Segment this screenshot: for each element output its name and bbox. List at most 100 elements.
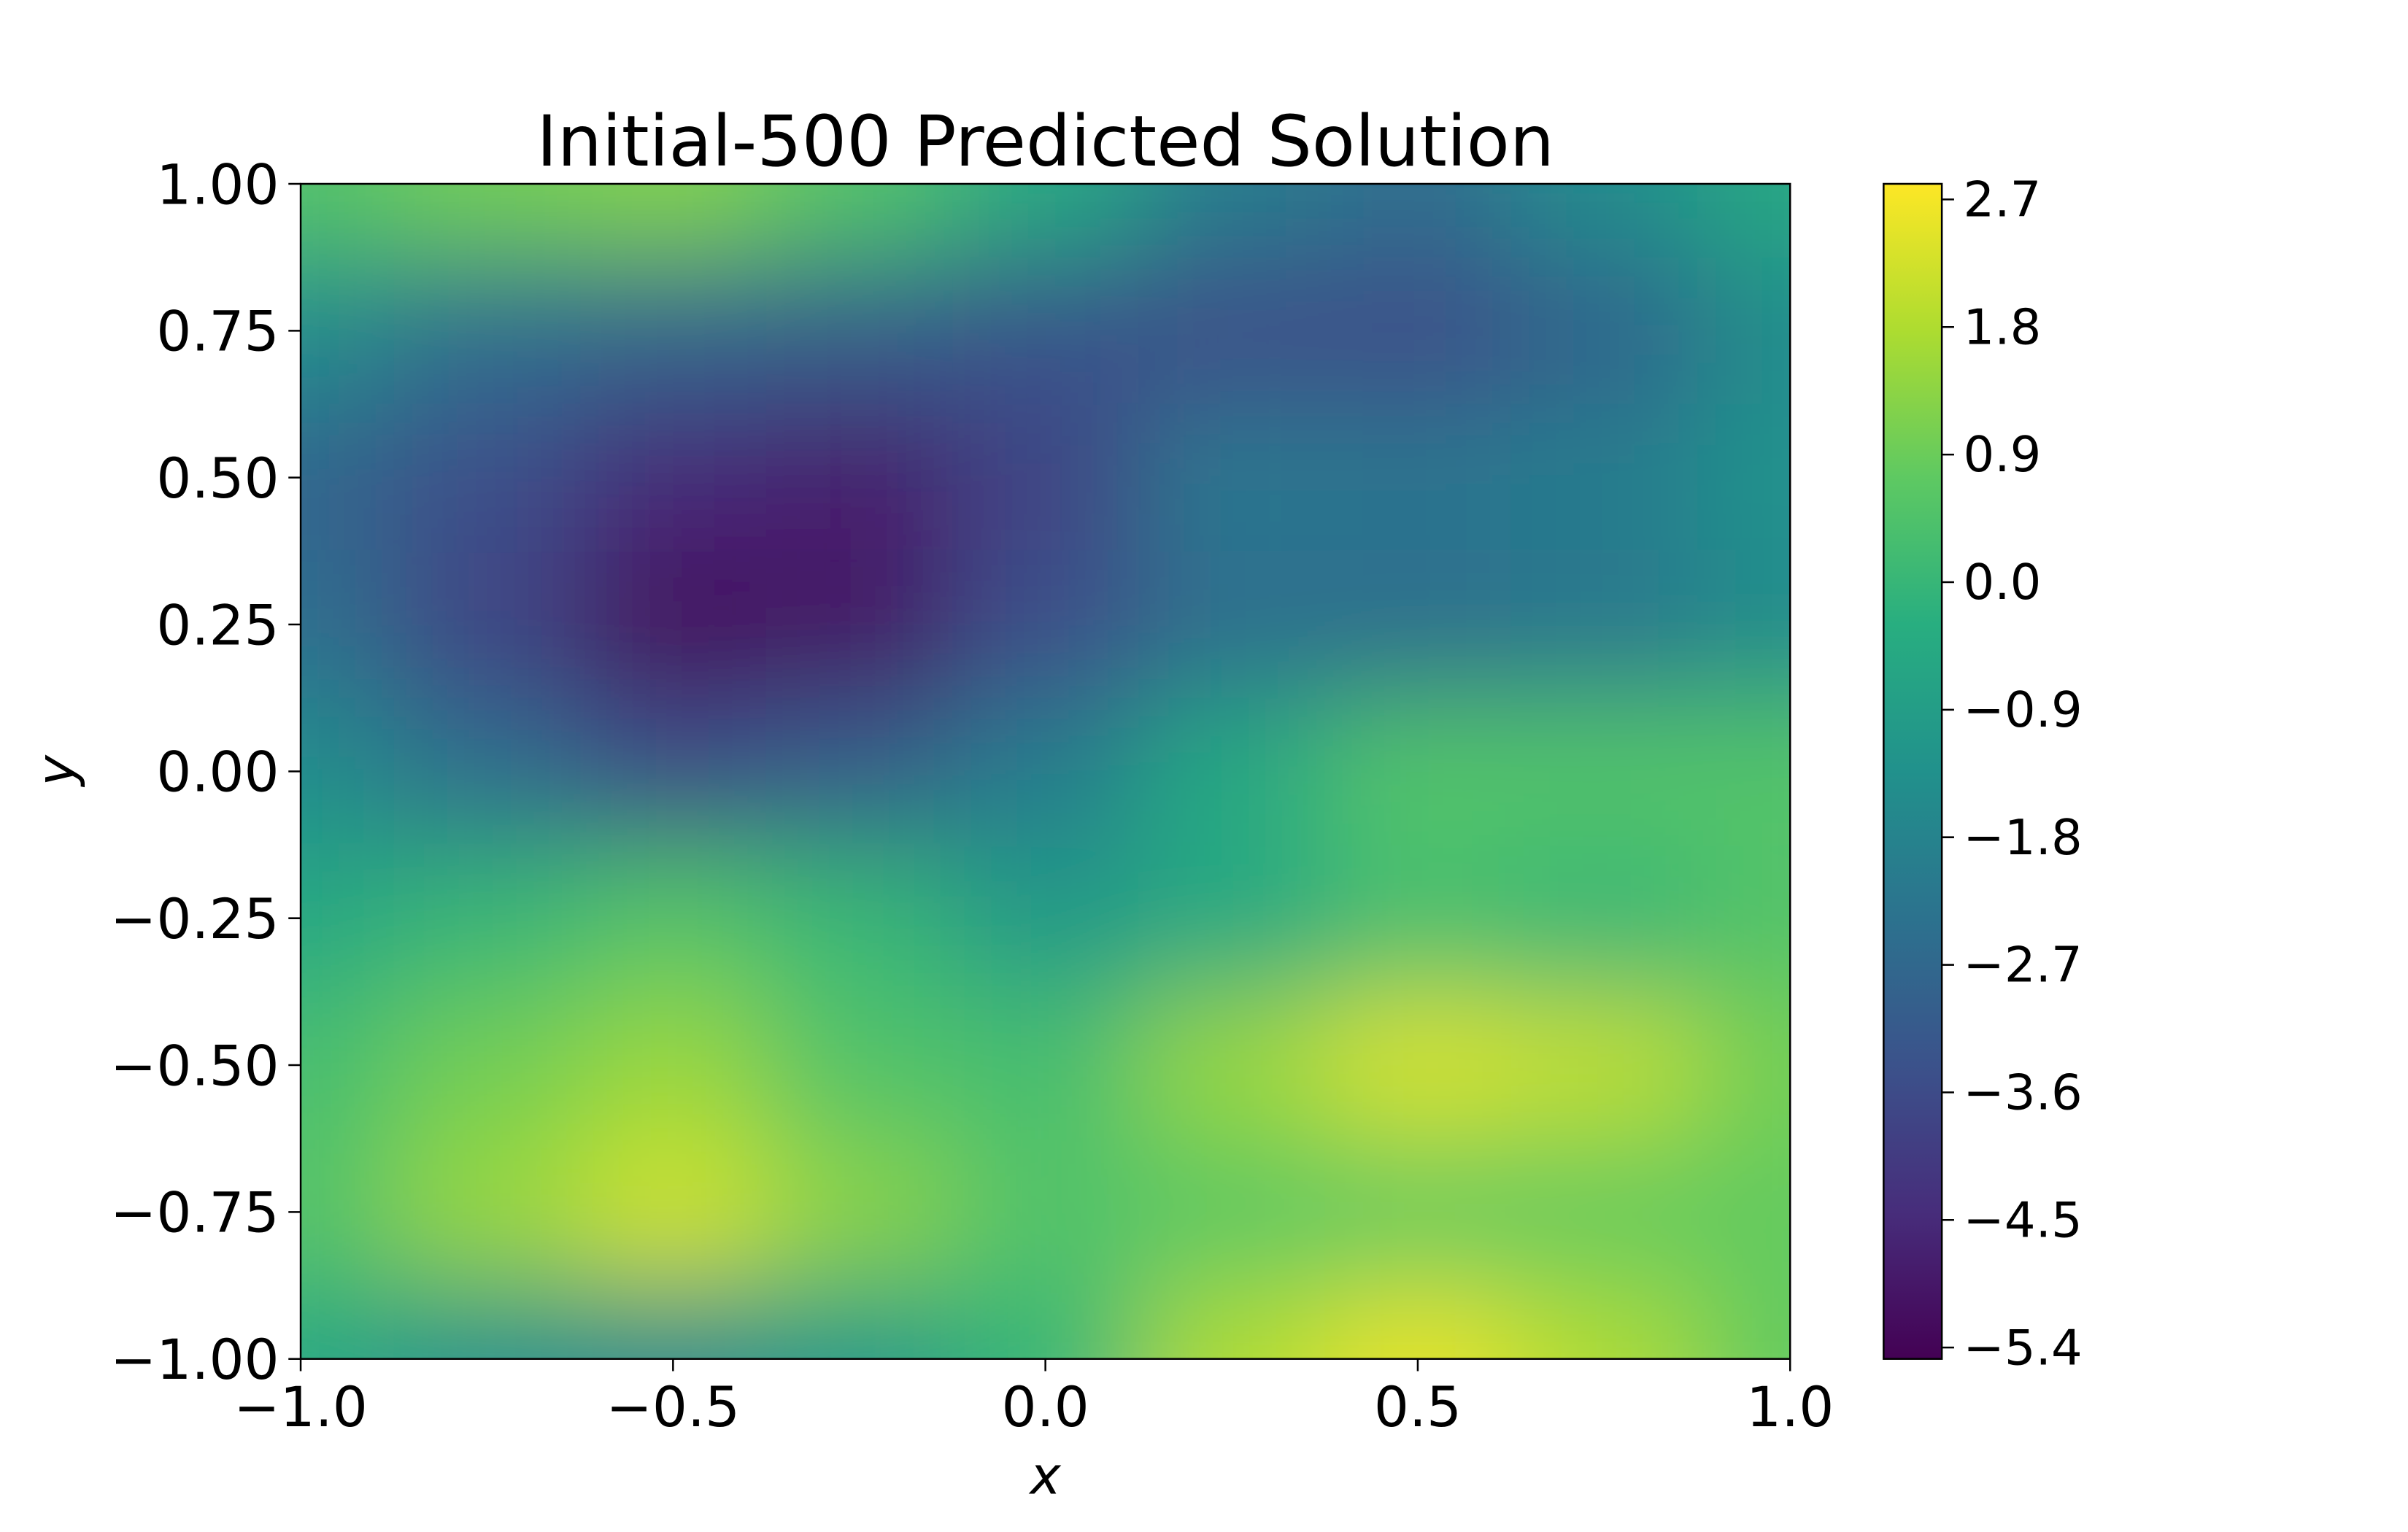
heat-cell	[1324, 697, 1512, 846]
heat-cell	[765, 991, 954, 1140]
y-axis-label: y	[26, 754, 86, 787]
heat-cell	[301, 551, 395, 699]
heat-cell	[1138, 845, 1326, 993]
heat-cell	[1324, 1138, 1512, 1287]
y-tick-label: 0.25	[156, 593, 279, 657]
heat-cell	[301, 257, 395, 406]
heat-cell	[1697, 991, 1791, 1140]
heat-cell	[952, 845, 1140, 993]
colorbar-tick-label: 0.0	[1964, 554, 2042, 611]
heat-cell	[579, 551, 767, 699]
heat-cell	[393, 551, 581, 699]
heat-cell	[301, 697, 395, 846]
heat-cell	[765, 1285, 954, 1359]
heat-cell	[1138, 697, 1326, 846]
heat-cell	[1697, 184, 1791, 258]
heat-cell	[952, 1285, 1140, 1359]
heat-cell	[1138, 991, 1326, 1140]
x-axis-label: x	[1029, 1446, 1062, 1506]
y-tick-label: 0.00	[156, 740, 279, 805]
heat-cell	[579, 257, 767, 406]
heat-cell	[765, 845, 954, 993]
colorbar-tick-label: 1.8	[1964, 298, 2042, 355]
heat-cell	[393, 257, 581, 406]
colorbar-tick-label: −0.9	[1964, 681, 2083, 738]
heat-cell	[1510, 257, 1698, 406]
heat-cell	[393, 1285, 581, 1359]
heat-cell	[765, 404, 954, 552]
y-tick-label: −0.75	[110, 1181, 279, 1245]
heat-cell	[393, 697, 581, 846]
heat-cell	[1324, 404, 1512, 552]
heat-cell	[765, 697, 954, 846]
heat-cell	[952, 184, 1140, 258]
heat-cell	[301, 845, 395, 993]
heat-cell	[393, 1138, 581, 1287]
y-tick-label: 0.50	[156, 446, 279, 511]
heat-cell	[1510, 551, 1698, 699]
y-tick-label: 1.00	[156, 152, 279, 217]
heat-cell	[1697, 1138, 1791, 1287]
heat-cell	[1510, 404, 1698, 552]
heat-cell	[301, 991, 395, 1140]
heat-cell	[1697, 404, 1791, 552]
heat-cell	[952, 697, 1140, 846]
heat-cell	[952, 404, 1140, 552]
y-tick-label: 0.75	[156, 300, 279, 364]
heat-cell	[301, 184, 395, 258]
colorbar-tick-label: −2.7	[1964, 937, 2083, 994]
heat-cell	[1510, 184, 1698, 258]
heat-cell	[1138, 184, 1326, 258]
heat-cell	[393, 991, 581, 1140]
heat-cell	[1510, 1138, 1698, 1287]
heatmap-area	[301, 184, 1791, 1359]
colorbar-tick-label: −4.5	[1964, 1191, 2083, 1248]
x-tick-label: 0.5	[1374, 1375, 1462, 1439]
heat-cell	[579, 1285, 767, 1359]
heat-cell	[579, 404, 767, 552]
heat-cell	[1138, 551, 1326, 699]
colorbar-tick-label: −3.6	[1964, 1064, 2083, 1121]
heat-cell	[579, 845, 767, 993]
heat-cell	[1138, 1138, 1326, 1287]
colorbar-tick-label: 0.9	[1964, 426, 2042, 483]
heat-cell	[1138, 257, 1326, 406]
chart-title: Initial-500 Predicted Solution	[536, 100, 1554, 182]
y-tick-label: −1.00	[110, 1328, 279, 1392]
heat-cell	[1324, 991, 1512, 1140]
y-tick-label: −0.50	[110, 1034, 279, 1098]
heat-cell	[1510, 1285, 1698, 1359]
axes: −1.0 −0.5 0.0 0.5 1.0 −1.00 −0.75 −0.50 −0.25 0.0…	[110, 152, 2083, 1439]
heat-cell	[1697, 697, 1791, 846]
heat-cell	[1138, 404, 1326, 552]
heat-cell	[765, 551, 954, 699]
x-tick-label: −1.0	[234, 1375, 368, 1439]
heat-cell	[579, 184, 767, 258]
heatmap	[301, 184, 1791, 1359]
heat-cell	[301, 404, 395, 552]
heat-cell	[1697, 257, 1791, 406]
heat-cell	[1324, 184, 1512, 258]
heat-cell	[952, 551, 1140, 699]
heat-cell	[1697, 551, 1791, 699]
heat-cell	[1324, 257, 1512, 406]
heat-cell	[393, 404, 581, 552]
heat-cell	[579, 1138, 767, 1287]
y-tick-label: −0.25	[110, 887, 279, 951]
x-tick-label: 1.0	[1746, 1375, 1834, 1439]
heat-cell	[1324, 551, 1512, 699]
heat-cell	[765, 184, 954, 258]
colorbar-tick-label: −1.8	[1964, 809, 2083, 866]
heat-cell	[579, 991, 767, 1140]
heat-cell	[1510, 697, 1698, 846]
heat-cell	[765, 1138, 954, 1287]
colorbar-tick-label: −5.4	[1964, 1319, 2083, 1376]
heat-cell	[1697, 1285, 1791, 1359]
heat-cell	[1510, 991, 1698, 1140]
heat-cell	[765, 257, 954, 406]
heat-cell	[1138, 1285, 1326, 1359]
heat-cell	[1324, 845, 1512, 993]
heat-cell	[301, 1138, 395, 1287]
heat-cell	[1324, 1285, 1512, 1359]
